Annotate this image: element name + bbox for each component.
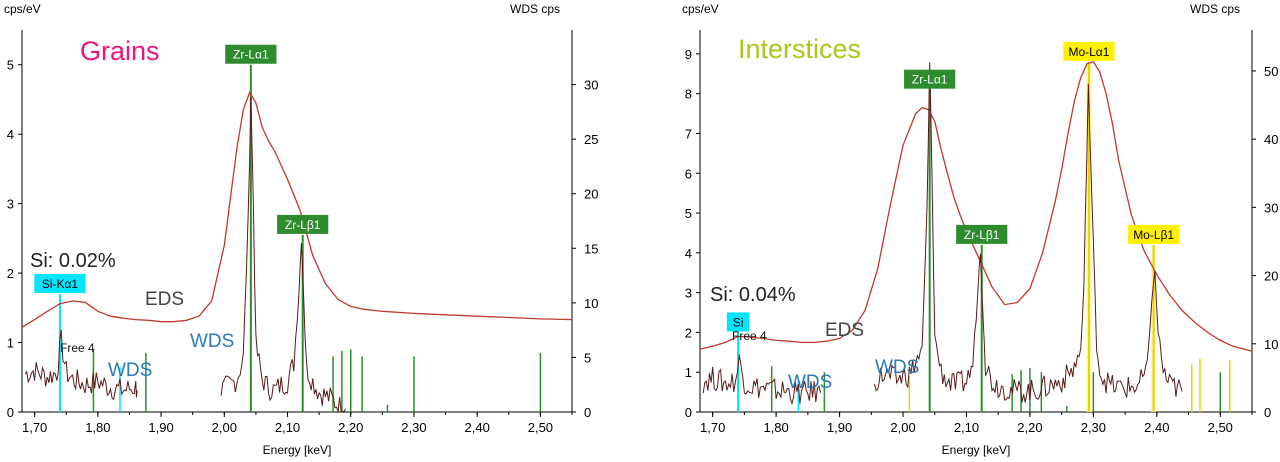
y-axis-left-label: cps/eV <box>682 2 719 16</box>
y-left-tick-label: 1 <box>7 336 14 351</box>
y-right-tick-label: 0 <box>584 405 591 420</box>
element-marker-label: Zr-Lβ1 <box>285 218 321 232</box>
element-marker-label: Zr-Lα1 <box>233 48 269 62</box>
y-left-tick-label: 7 <box>685 126 692 141</box>
y-right-tick-label: 40 <box>1264 132 1278 147</box>
y-left-tick-label: 8 <box>685 87 692 102</box>
wds-label: WDS <box>190 331 234 352</box>
x-axis-label: Energy [keV] <box>263 443 332 457</box>
x-tick-label: 1,90 <box>827 420 852 435</box>
y-right-tick-label: 20 <box>1264 269 1278 284</box>
wds-series-line <box>24 329 138 401</box>
element-marker-label-box <box>34 273 86 293</box>
element-marker-label-box <box>225 44 277 64</box>
y-right-tick-label: 10 <box>1264 337 1278 352</box>
eds-series-line <box>699 61 1253 352</box>
chart-title: Interstices <box>738 34 861 64</box>
y-axis-right-label: WDS cps <box>510 2 560 16</box>
free-4-label: Free 4 <box>60 341 95 355</box>
element-marker-label: Zr-Lα1 <box>912 73 948 87</box>
x-tick-label: 2,20 <box>1017 420 1042 435</box>
eds-label: EDS <box>825 320 864 341</box>
wds-label: WDS <box>875 357 919 378</box>
x-tick-label: 2,50 <box>1208 420 1233 435</box>
element-marker-label-box <box>1063 41 1115 61</box>
y-left-tick-label: 2 <box>685 325 692 340</box>
wds-series-line <box>702 354 822 406</box>
element-marker-label: Si <box>733 315 744 329</box>
y-left-tick-label: 3 <box>685 286 692 301</box>
x-tick-label: 2,10 <box>275 420 300 435</box>
element-marker-label-box <box>726 312 750 332</box>
x-tick-label: 2,50 <box>528 420 553 435</box>
chart-title: Grains <box>80 36 160 66</box>
y-left-tick-label: 1 <box>685 365 692 380</box>
interstices-chart-panel: cps/eV WDS cps Energy [keV] 1,70 1,80 1,90 2,0… <box>660 0 1280 462</box>
y-left-tick-label: 4 <box>685 246 692 261</box>
y-left-tick-label: 4 <box>7 127 14 142</box>
x-tick-label: 1,80 <box>85 420 110 435</box>
element-marker-label-box <box>1128 224 1180 244</box>
x-tick-label: 2,00 <box>890 420 915 435</box>
y-left-tick-label: 0 <box>685 405 692 420</box>
element-marker-label-box <box>956 224 1008 244</box>
y-right-tick-label: 30 <box>1264 200 1278 215</box>
grains-chart-panel: cps/eV WDS cps Energy [keV] 1,70 1,80 1,90 2,0… <box>0 0 600 462</box>
x-tick-label: 2,00 <box>212 420 237 435</box>
x-tick-label: 2,30 <box>401 420 426 435</box>
y-right-tick-label: 25 <box>584 132 598 147</box>
x-tick-label: 2,40 <box>465 420 490 435</box>
y-right-tick-label: 15 <box>584 241 598 256</box>
y-left-tick-label: 0 <box>7 405 14 420</box>
x-axis-label: Energy [keV] <box>942 443 1011 457</box>
wds-series-line <box>874 62 1183 403</box>
y-right-tick-label: 20 <box>584 187 598 202</box>
x-tick-label: 2,20 <box>338 420 363 435</box>
eds-label: EDS <box>145 289 184 310</box>
element-marker-label: Zr-Lβ1 <box>964 228 1000 242</box>
x-tick-label: 1,90 <box>148 420 173 435</box>
y-right-tick-label: 50 <box>1264 64 1278 79</box>
eds-series-line <box>21 91 573 328</box>
x-tick-label: 1,70 <box>22 420 47 435</box>
si-concentration-label: Si: 0.04% <box>710 284 796 306</box>
y-left-tick-label: 6 <box>685 166 692 181</box>
y-axis-left-label: cps/eV <box>4 2 41 16</box>
y-right-tick-label: 0 <box>1264 405 1271 420</box>
grains-chart: cps/eV WDS cps Energy [keV] 1,70 1,80 1,90 2,0… <box>4 2 598 457</box>
wds-label-secondary: WDS <box>108 360 152 381</box>
element-marker-label: Si-Kα1 <box>42 277 79 291</box>
element-marker-label-box <box>904 69 956 89</box>
element-marker-label: Mo-Lβ1 <box>1133 228 1174 242</box>
y-left-tick-label: 5 <box>685 206 692 221</box>
y-axis-right-label: WDS cps <box>1190 2 1240 16</box>
y-left-tick-label: 9 <box>685 47 692 62</box>
element-marker-label: Mo-Lα1 <box>1068 45 1109 59</box>
y-left-tick-label: 2 <box>7 266 14 281</box>
interstices-chart: cps/eV WDS cps Energy [keV] 1,70 1,80 1,90 2,0… <box>682 2 1278 457</box>
y-right-tick-label: 5 <box>584 350 591 365</box>
y-right-tick-label: 10 <box>584 296 598 311</box>
y-left-tick-label: 3 <box>7 197 14 212</box>
x-tick-label: 1,70 <box>700 420 725 435</box>
free-4-label: Free 4 <box>732 329 767 343</box>
wds-label-secondary: WDS <box>788 372 832 393</box>
x-tick-label: 2,10 <box>954 420 979 435</box>
element-marker-label-box <box>277 214 329 234</box>
y-right-tick-label: 30 <box>584 78 598 93</box>
x-tick-label: 1,80 <box>763 420 788 435</box>
y-left-tick-label: 5 <box>7 58 14 73</box>
x-tick-label: 2,40 <box>1144 420 1169 435</box>
si-concentration-label: Si: 0.02% <box>30 250 116 272</box>
wds-series-line <box>220 97 347 412</box>
x-tick-label: 2,30 <box>1081 420 1106 435</box>
